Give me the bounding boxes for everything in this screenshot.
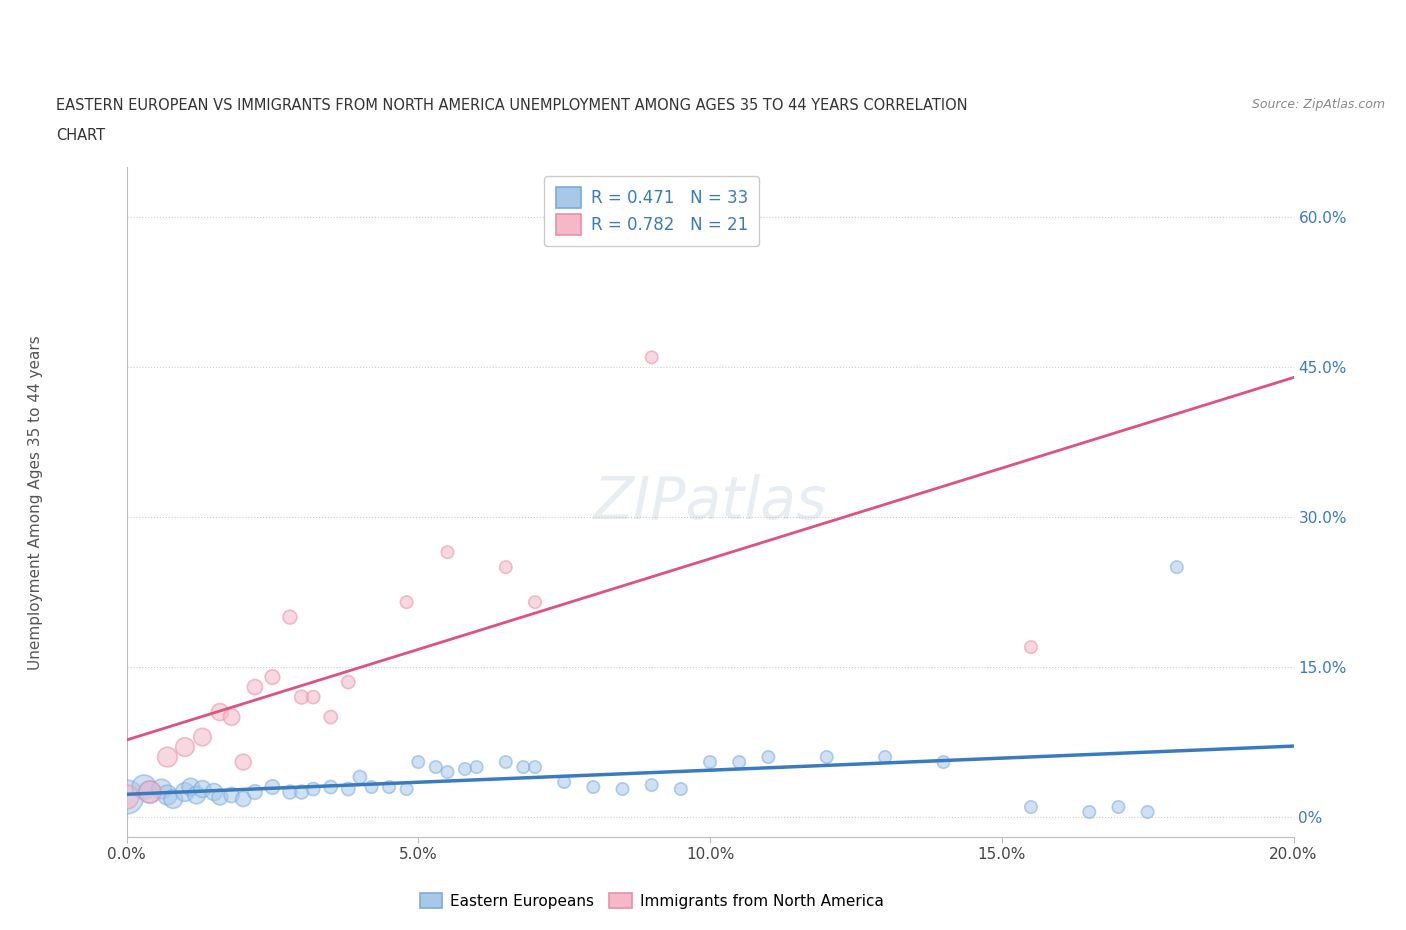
Point xyxy=(208,705,231,720)
Point xyxy=(186,788,208,803)
Point xyxy=(815,750,838,764)
Point xyxy=(202,785,225,800)
Point xyxy=(349,770,371,785)
Point xyxy=(524,594,547,609)
Point xyxy=(150,781,173,796)
Point xyxy=(1019,640,1042,655)
Point xyxy=(337,674,360,689)
Point xyxy=(262,779,284,794)
Point xyxy=(1078,804,1101,819)
Point xyxy=(174,739,197,754)
Point xyxy=(1166,560,1188,575)
Point xyxy=(221,710,243,724)
Text: Source: ZipAtlas.com: Source: ZipAtlas.com xyxy=(1251,98,1385,111)
Point xyxy=(1136,804,1159,819)
Point xyxy=(436,545,458,560)
Point xyxy=(302,690,325,705)
Point xyxy=(512,760,534,775)
Point xyxy=(162,791,184,806)
Point xyxy=(436,764,458,779)
Point xyxy=(132,779,155,794)
Point xyxy=(115,790,138,804)
Point xyxy=(191,730,214,745)
Point xyxy=(337,781,360,796)
Point xyxy=(319,710,342,724)
Point xyxy=(191,781,214,796)
Point xyxy=(262,670,284,684)
Point xyxy=(612,781,634,796)
Point xyxy=(728,754,751,769)
Point xyxy=(395,781,418,796)
Point xyxy=(243,680,266,695)
Point xyxy=(640,350,664,365)
Point xyxy=(756,750,779,764)
Point xyxy=(378,779,401,794)
Point xyxy=(669,781,692,796)
Point xyxy=(553,775,575,790)
Point xyxy=(395,594,418,609)
Point xyxy=(875,750,897,764)
Text: CHART: CHART xyxy=(56,128,105,143)
Point xyxy=(408,754,430,769)
Point xyxy=(232,791,254,806)
Point xyxy=(640,777,664,792)
Point xyxy=(302,781,325,796)
Point xyxy=(495,560,517,575)
Point xyxy=(290,785,312,800)
Point xyxy=(465,760,488,775)
Point xyxy=(208,790,231,804)
Point xyxy=(1108,800,1130,815)
Point xyxy=(232,754,254,769)
Legend: Eastern Europeans, Immigrants from North America: Eastern Europeans, Immigrants from North… xyxy=(412,885,891,916)
Point xyxy=(425,760,447,775)
Point xyxy=(278,610,301,625)
Point xyxy=(221,788,243,803)
Point xyxy=(278,785,301,800)
Point xyxy=(495,754,517,769)
Point xyxy=(139,785,162,800)
Point xyxy=(174,785,197,800)
Point xyxy=(360,779,382,794)
Point xyxy=(156,788,179,803)
Point xyxy=(139,785,162,800)
Point xyxy=(115,790,138,804)
Point xyxy=(454,762,477,777)
Point xyxy=(319,779,342,794)
Point xyxy=(180,779,202,794)
Point xyxy=(932,754,955,769)
Text: Unemployment Among Ages 35 to 44 years: Unemployment Among Ages 35 to 44 years xyxy=(28,335,42,670)
Point xyxy=(156,750,179,764)
Point xyxy=(699,754,721,769)
Text: ZIPatlas: ZIPatlas xyxy=(593,473,827,531)
Text: EASTERN EUROPEAN VS IMMIGRANTS FROM NORTH AMERICA UNEMPLOYMENT AMONG AGES 35 TO : EASTERN EUROPEAN VS IMMIGRANTS FROM NORT… xyxy=(56,98,967,113)
Point xyxy=(1019,800,1042,815)
Point xyxy=(582,779,605,794)
Point xyxy=(524,760,547,775)
Point xyxy=(290,690,312,705)
Point xyxy=(243,785,266,800)
